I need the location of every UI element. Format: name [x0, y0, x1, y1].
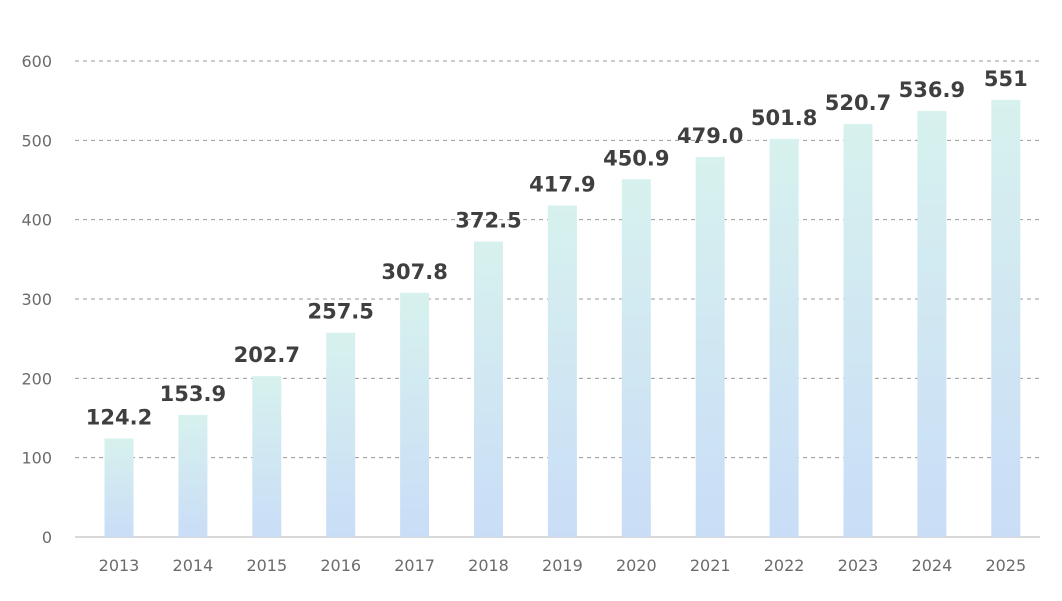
- x-tick-label: 2017: [394, 556, 435, 575]
- bar: [104, 438, 134, 537]
- bar-value-label: 450.9: [603, 146, 669, 170]
- data-labels: 124.2 153.9 202.7 257.5 307.8 372.5 417.9 450.9…: [86, 67, 1028, 430]
- y-axis-ticks: 0 100 200 300 400 500 600: [21, 52, 52, 547]
- bar: [252, 376, 282, 537]
- bar: [178, 414, 208, 537]
- bar-value-label: 372.5: [455, 208, 521, 232]
- x-tick-label: 2020: [616, 556, 657, 575]
- x-tick-label: 2023: [838, 556, 879, 575]
- bar-value-label: 501.8: [751, 106, 817, 130]
- bar: [769, 138, 799, 537]
- bar-value-label: 307.8: [381, 260, 447, 284]
- bar: [621, 179, 651, 537]
- x-tick-label: 2015: [246, 556, 287, 575]
- y-tick-label: 600: [21, 52, 52, 71]
- x-axis-ticks: 2013 2014 2015 2016 2017 2018 2019 2020 2021 2022…: [99, 556, 1027, 575]
- bar: [917, 111, 947, 538]
- x-tick-label: 2013: [99, 556, 140, 575]
- x-tick-label: 2022: [764, 556, 805, 575]
- y-tick-label: 400: [21, 211, 52, 230]
- bar-value-label: 551: [984, 67, 1028, 91]
- bar-value-label: 153.9: [160, 382, 226, 406]
- y-tick-label: 0: [42, 528, 52, 547]
- y-tick-label: 100: [21, 449, 52, 468]
- bar-value-label: 479.0: [677, 124, 743, 148]
- bar: [547, 205, 577, 537]
- x-tick-label: 2016: [320, 556, 361, 575]
- bar-value-label: 520.7: [825, 91, 891, 115]
- x-tick-label: 2018: [468, 556, 509, 575]
- bar: [991, 99, 1021, 537]
- bar-value-label: 257.5: [307, 300, 373, 324]
- x-tick-label: 2025: [985, 556, 1026, 575]
- y-tick-label: 200: [21, 369, 52, 388]
- y-tick-label: 500: [21, 131, 52, 150]
- bar: [695, 156, 725, 537]
- x-tick-label: 2024: [912, 556, 953, 575]
- bar-value-label: 536.9: [899, 78, 965, 102]
- bar-value-label: 124.2: [86, 405, 152, 429]
- bar: [843, 123, 873, 538]
- bar-value-label: 417.9: [529, 172, 595, 196]
- x-tick-label: 2021: [690, 556, 731, 575]
- bar: [326, 332, 356, 537]
- bars: [104, 99, 1021, 538]
- bar-value-label: 202.7: [234, 343, 300, 367]
- x-tick-label: 2014: [173, 556, 214, 575]
- x-tick-label: 2019: [542, 556, 583, 575]
- bar: [400, 292, 430, 537]
- bar: [474, 241, 503, 537]
- y-tick-label: 300: [21, 290, 52, 309]
